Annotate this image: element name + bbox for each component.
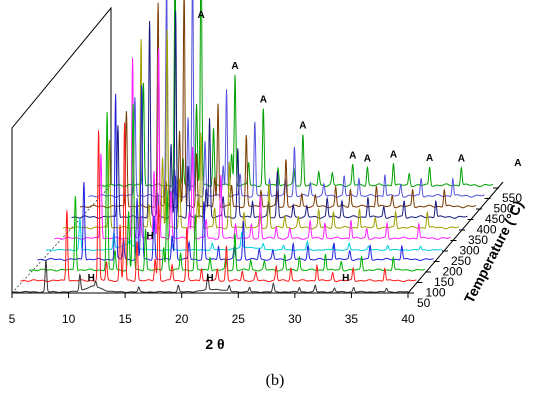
annotation-A-1: A: [231, 61, 238, 72]
annotation-A-3: A: [299, 121, 306, 132]
annotation-A-2: A: [260, 95, 267, 106]
x-tick-label-25: 25: [232, 312, 246, 326]
annotation-A-4: A: [349, 150, 356, 161]
annotation-H-13: H: [146, 231, 153, 242]
x-tick-label-15: 15: [118, 312, 132, 326]
annotation-A-5: A: [364, 153, 371, 164]
panel-label: (b): [265, 372, 285, 389]
x-tick-label-35: 35: [345, 312, 359, 326]
annotation-A-9: A: [514, 158, 521, 169]
x-tick-label-40: 40: [401, 312, 415, 326]
temp-tick-label-450: 450: [485, 212, 505, 226]
annotation-A-6: A: [390, 149, 397, 160]
x-tick-label-5: 5: [9, 312, 16, 326]
x-tick-label-30: 30: [288, 312, 302, 326]
x-axis-title: 2 θ: [205, 336, 224, 352]
annotation-A-8: A: [458, 154, 465, 165]
x-tick-label-20: 20: [175, 312, 189, 326]
temp-tick-label-100: 100: [426, 286, 446, 300]
temp-tick-label-350: 350: [468, 233, 488, 247]
series-line-200: [37, 85, 434, 262]
annotation-H-10: H: [88, 273, 95, 284]
temp-tick-label-500: 500: [494, 202, 514, 216]
series-line-450: [80, 0, 476, 209]
series-line-250: [46, 218, 442, 251]
series-line-100: [20, 122, 417, 283]
series-line-50: [12, 260, 408, 293]
series-layer: [12, 0, 494, 293]
x-tick-label-10: 10: [62, 312, 76, 326]
temp-tick-label-400: 400: [477, 223, 497, 237]
temp-tick-label-300: 300: [460, 244, 480, 258]
annotation-H-11: H: [206, 273, 213, 284]
annotation-H-12: H: [342, 273, 349, 284]
temp-tick-label-50: 50: [417, 296, 431, 310]
depth-axis-line: [407, 181, 504, 294]
temp-tick-label-150: 150: [434, 275, 454, 289]
annotation-A-7: A: [426, 153, 433, 164]
frame-back-edges: [11, 6, 112, 293]
temp-tick-label-550: 550: [502, 191, 522, 205]
temp-tick-label-200: 200: [443, 265, 463, 279]
annotation-A-0: A: [197, 10, 204, 21]
temp-tick-label-250: 250: [451, 254, 471, 268]
